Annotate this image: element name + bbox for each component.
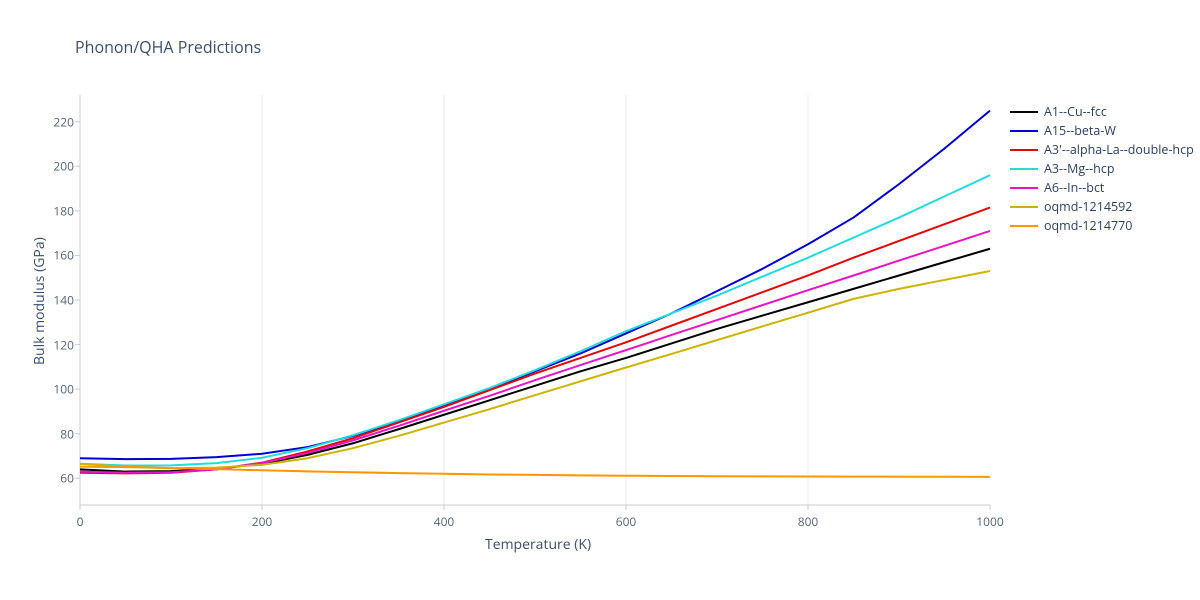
x-tick-label: 1000: [976, 513, 1003, 530]
legend-label: A1--Cu--fcc: [1044, 103, 1107, 120]
y-tick-label: 200: [46, 158, 74, 175]
y-tick-label: 220: [46, 113, 74, 130]
legend-swatch: [1010, 187, 1038, 189]
legend-swatch: [1010, 168, 1038, 170]
legend[interactable]: A1--Cu--fcc A15--beta-W A3'--alpha-La--dou…: [1010, 102, 1194, 235]
legend-label: oqmd-1214770: [1044, 217, 1132, 234]
legend-label: A3--Mg--hcp: [1044, 160, 1114, 177]
legend-swatch: [1010, 130, 1038, 132]
legend-item[interactable]: A6--In--bct: [1010, 178, 1194, 197]
legend-swatch: [1010, 111, 1038, 113]
y-tick-label: 80: [46, 425, 74, 442]
y-tick-label: 140: [46, 292, 74, 309]
legend-item[interactable]: A3--Mg--hcp: [1010, 159, 1194, 178]
y-tick-label: 120: [46, 336, 74, 353]
legend-label: A3'--alpha-La--double-hcp: [1044, 141, 1194, 158]
legend-swatch: [1010, 206, 1038, 208]
chart-container: Phonon/QHA Predictions Bulk modulus (GPa…: [0, 0, 1200, 600]
legend-item[interactable]: oqmd-1214592: [1010, 197, 1194, 216]
plot-area: [0, 0, 1200, 600]
y-tick-label: 100: [46, 381, 74, 398]
legend-label: A15--beta-W: [1044, 122, 1116, 139]
x-tick-label: 200: [252, 513, 273, 530]
x-tick-label: 800: [798, 513, 819, 530]
legend-item[interactable]: oqmd-1214770: [1010, 216, 1194, 235]
x-tick-label: 0: [77, 513, 84, 530]
legend-item[interactable]: A15--beta-W: [1010, 121, 1194, 140]
y-tick-label: 180: [46, 202, 74, 219]
legend-swatch: [1010, 149, 1038, 151]
legend-label: oqmd-1214592: [1044, 198, 1132, 215]
legend-label: A6--In--bct: [1044, 179, 1104, 196]
y-tick-label: 60: [46, 470, 74, 487]
x-axis-label: Temperature (K): [485, 535, 591, 554]
legend-item[interactable]: A1--Cu--fcc: [1010, 102, 1194, 121]
x-tick-label: 600: [616, 513, 637, 530]
legend-swatch: [1010, 225, 1038, 227]
x-tick-label: 400: [434, 513, 455, 530]
legend-item[interactable]: A3'--alpha-La--double-hcp: [1010, 140, 1194, 159]
y-tick-label: 160: [46, 247, 74, 264]
